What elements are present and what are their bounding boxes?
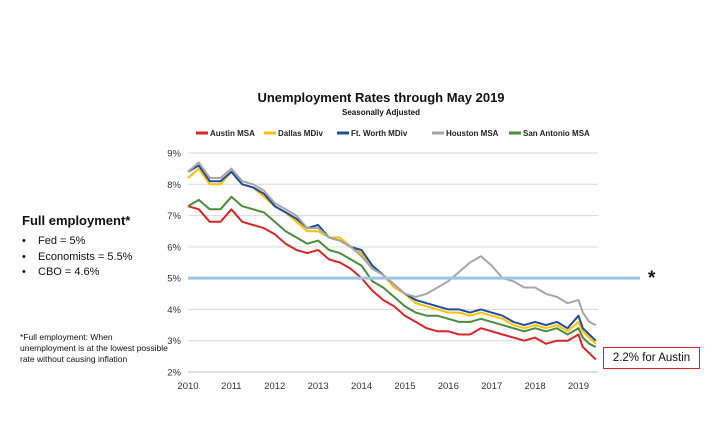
series-line-austin-msa [187, 205, 597, 361]
legend-label: Austin MSA [210, 129, 255, 138]
chart-subtitle: Seasonally Adjusted [342, 108, 420, 117]
legend-label: Dallas MDiv [278, 129, 323, 138]
x-tick-label: 2019 [568, 381, 589, 392]
x-tick-label: 2012 [264, 381, 285, 392]
x-tick-label: 2011 [221, 381, 241, 392]
legend-label: San Antonio MSA [523, 129, 590, 138]
full-employment-title: Full employment* [22, 213, 131, 228]
y-tick-label: 8% [167, 180, 181, 191]
x-tick-label: 2013 [308, 381, 329, 392]
list-item: Fed = 5% [22, 234, 132, 250]
legend-label: Houston MSA [446, 129, 499, 138]
asterisk-marker: * [648, 268, 656, 289]
x-tick-label: 2016 [438, 381, 459, 392]
y-tick-label: 7% [167, 211, 181, 222]
y-tick-label: 5% [167, 274, 181, 285]
list-item: Economists = 5.5% [22, 250, 132, 266]
full-employment-list: Fed = 5% Economists = 5.5% CBO = 4.6% [22, 234, 132, 281]
series-lines [187, 161, 597, 361]
austin-callout: 2.2% for Austin [603, 347, 700, 369]
x-tick-label: 2017 [481, 381, 502, 392]
y-axis: 2% 3% 4% 5% 6% 7% 8% 9% [167, 149, 181, 379]
y-tick-label: 2% [167, 368, 181, 379]
legend-label: Ft. Worth MDiv [351, 129, 408, 138]
chart-legend: Austin MSA Dallas MDiv Ft. Worth MDiv Houst… [196, 129, 590, 138]
y-tick-label: 6% [167, 242, 181, 253]
footnote: *Full employment: When unemployment is a… [20, 332, 168, 364]
y-tick-label: 9% [167, 149, 181, 160]
x-tick-label: 2015 [394, 381, 415, 392]
series-line-houston-msa [187, 161, 597, 326]
x-tick-label: 2018 [525, 381, 546, 392]
x-tick-label: 2010 [177, 381, 198, 392]
x-axis: 2010 2011 2012 2013 2014 2015 2016 2017 2018 2019 [177, 381, 589, 392]
series-line-san-antonio-msa [187, 195, 597, 348]
y-tick-label: 3% [167, 336, 181, 347]
x-tick-label: 2014 [351, 381, 372, 392]
chart-title: Unemployment Rates through May 2019 [257, 90, 504, 105]
list-item: CBO = 4.6% [22, 265, 132, 281]
series-line-dallas-mdiv [187, 167, 597, 345]
y-tick-label: 4% [167, 305, 181, 316]
series-line-ft-worth-mdiv [187, 164, 597, 342]
